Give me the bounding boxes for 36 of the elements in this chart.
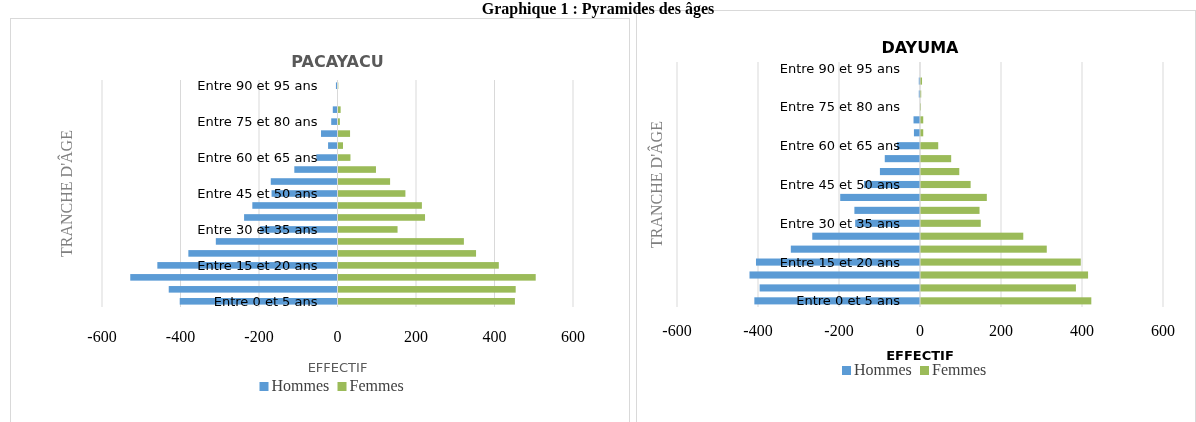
x-tick-label: 400 xyxy=(482,328,507,345)
y-tick-label: Entre 90 et 95 ans xyxy=(197,78,318,94)
chart-title: DAYUMA xyxy=(881,38,960,57)
x-tick-label: -400 xyxy=(743,322,773,339)
legend-label: Hommes xyxy=(854,361,912,378)
y-tick-label: Entre 75 et 80 ans xyxy=(197,114,318,130)
y-tick-label: Entre 90 et 95 ans xyxy=(779,60,901,76)
x-tick-label: 400 xyxy=(1070,322,1094,339)
legend-label: Femmes xyxy=(932,361,987,378)
x-tick-label: 0 xyxy=(916,322,924,339)
legend-label: Hommes xyxy=(271,377,330,394)
x-tick-label: 600 xyxy=(1151,322,1175,339)
legend-label: Femmes xyxy=(349,377,404,394)
x-tick-label: -600 xyxy=(662,322,692,339)
x-tick-label: 600 xyxy=(561,328,585,345)
y-tick-label: Entre 30 et 35 ans xyxy=(779,215,901,231)
x-axis-title: EFFECTIF xyxy=(307,360,368,375)
text: Graphique 1 : Pyramides des âges xyxy=(481,0,715,18)
x-tick-label: 200 xyxy=(989,322,1013,339)
y-tick-label: Entre 15 et 20 ans xyxy=(197,257,318,273)
x-axis-title: EFFECTIF xyxy=(886,348,954,363)
x-tick-label: 200 xyxy=(404,328,428,345)
y-tick-label: Entre 60 et 65 ans xyxy=(779,138,901,154)
x-tick-label: -200 xyxy=(244,328,274,345)
y-tick-label: Entre 60 et 65 ans xyxy=(197,150,318,166)
x-tick-label: -400 xyxy=(165,328,196,345)
y-axis-title: TRANCHE D'ÂGE xyxy=(57,130,75,257)
x-tick-label: -200 xyxy=(824,322,854,339)
y-tick-label: Entre 0 et 5 ans xyxy=(213,293,318,309)
y-axis-title: TRANCHE D'ÂGE xyxy=(647,121,665,248)
y-tick-label: Entre 15 et 20 ans xyxy=(779,254,901,270)
x-tick-label: -600 xyxy=(87,328,117,345)
chart-title: PACAYACU xyxy=(291,52,384,71)
y-tick-label: Entre 0 et 5 ans xyxy=(796,293,901,309)
y-tick-label: Entre 75 et 80 ans xyxy=(779,99,901,115)
x-tick-label: 0 xyxy=(333,328,342,345)
